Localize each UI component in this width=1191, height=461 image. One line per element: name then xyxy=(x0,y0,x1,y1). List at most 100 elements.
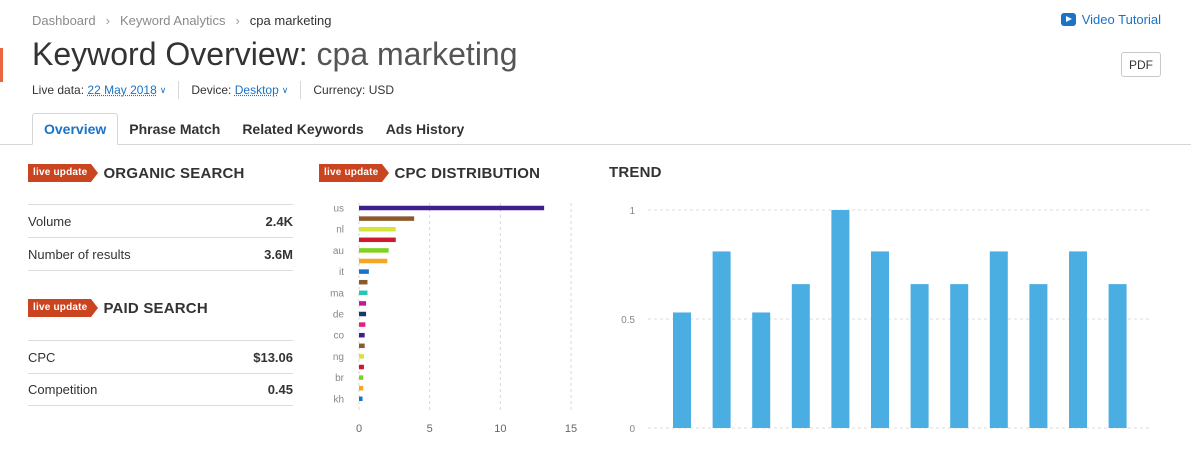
cpc-bar xyxy=(359,396,363,402)
metric-value: $13.06 xyxy=(253,349,293,365)
y-tick-label: 0 xyxy=(629,424,635,435)
cpc-bar xyxy=(359,322,366,327)
cpc-bar xyxy=(359,385,364,391)
country-label: ng xyxy=(333,352,344,363)
trend-bar xyxy=(791,284,810,428)
cpc-distribution-heading: live update CPC DISTRIBUTION xyxy=(319,164,540,182)
cpc-bar xyxy=(359,301,367,306)
tab-related-keywords[interactable]: Related Keywords xyxy=(242,121,364,137)
y-tick-label: 0.5 xyxy=(621,315,635,326)
breadcrumb-current: cpa marketing xyxy=(249,13,332,28)
divider xyxy=(28,204,293,205)
trend-bar xyxy=(1029,284,1048,428)
cpc-distribution-title: CPC DISTRIBUTION xyxy=(394,164,541,182)
breadcrumb-keyword-analytics[interactable]: Keyword Analytics xyxy=(119,13,226,28)
cpc-bar xyxy=(359,343,365,349)
metric-value: 3.6M xyxy=(264,246,293,262)
trend-bar xyxy=(752,312,771,428)
metric-value: 0.45 xyxy=(267,381,293,397)
page-title-keyword: cpa marketing xyxy=(316,36,518,72)
country-label: au xyxy=(333,246,344,257)
tab-phrase-match[interactable]: Phrase Match xyxy=(129,121,221,137)
trend-bar xyxy=(950,284,969,428)
live-data-label: Live data: xyxy=(32,83,85,97)
metric-label: Competition xyxy=(28,381,98,397)
trend-bar xyxy=(712,251,731,428)
trend-title: TREND xyxy=(609,164,662,181)
trend-bar xyxy=(831,210,850,428)
x-tick-label: 10 xyxy=(494,423,506,435)
divider xyxy=(178,81,180,99)
metric-row-results: Number of results 3.6M xyxy=(28,238,293,271)
cpc-bar xyxy=(359,248,389,253)
trend-bar xyxy=(673,312,691,428)
x-tick-label: 15 xyxy=(565,423,577,435)
x-tick-label: 5 xyxy=(427,423,433,435)
device-select[interactable]: Desktop xyxy=(234,83,279,97)
cpc-bar xyxy=(359,332,365,338)
metric-label: Volume xyxy=(28,213,72,229)
metric-row-competition: Competition 0.45 xyxy=(28,373,293,406)
paid-search-heading: live update PAID SEARCH xyxy=(28,299,208,317)
meta-row: Live data: 22 May 2018 ∨ Device: Desktop… xyxy=(32,81,394,99)
paid-search-title: PAID SEARCH xyxy=(103,299,208,317)
trend-bar xyxy=(1108,284,1127,428)
cpc-bar xyxy=(359,258,388,264)
country-label: kh xyxy=(333,394,344,405)
trend-bar xyxy=(910,284,929,428)
country-label: co xyxy=(333,331,344,342)
trend-bar xyxy=(1069,251,1087,428)
metric-label: CPC xyxy=(28,349,56,365)
pdf-button[interactable]: PDF xyxy=(1121,52,1161,77)
metric-label: Number of results xyxy=(28,246,131,262)
country-label: de xyxy=(333,310,345,321)
device-label: Device: xyxy=(191,83,232,97)
live-data-date-select[interactable]: 22 May 2018 xyxy=(87,83,157,97)
metric-row-volume: Volume 2.4K xyxy=(28,205,293,238)
trend-bar xyxy=(871,251,889,428)
tab-overview[interactable]: Overview xyxy=(32,113,119,145)
organic-search-title: ORGANIC SEARCH xyxy=(103,164,245,182)
tabs-divider xyxy=(0,144,1191,145)
cpc-bar xyxy=(359,375,364,380)
chevron-right-icon: › xyxy=(105,13,110,28)
country-label: ma xyxy=(330,288,344,299)
cpc-bar xyxy=(359,364,364,370)
trend-bar xyxy=(989,251,1008,428)
cpc-bar xyxy=(359,226,396,232)
cpc-bar xyxy=(359,311,367,317)
divider xyxy=(28,340,293,341)
country-label: us xyxy=(333,204,344,215)
trend-heading: TREND xyxy=(609,164,662,181)
currency-label: Currency: USD xyxy=(313,83,395,97)
y-tick-label: 1 xyxy=(629,206,635,217)
cpc-bar xyxy=(359,354,364,359)
cpc-distribution-chart: 0 5 10 15 us nl au it ma de co ng br kh xyxy=(330,203,577,435)
page-title-prefix: Keyword Overview: xyxy=(32,36,308,72)
country-label: it xyxy=(339,267,344,278)
organic-search-heading: live update ORGANIC SEARCH xyxy=(28,164,245,182)
live-update-badge: live update xyxy=(28,299,99,317)
country-label: br xyxy=(335,373,345,384)
live-update-badge: live update xyxy=(319,164,390,182)
cpc-bar xyxy=(359,269,369,274)
breadcrumb: Dashboard › Keyword Analytics › cpa mark… xyxy=(32,13,331,28)
breadcrumb-dashboard[interactable]: Dashboard xyxy=(32,13,96,28)
video-tutorial-label: Video Tutorial xyxy=(1081,12,1161,27)
cpc-bar xyxy=(359,237,396,243)
cpc-bar xyxy=(359,290,368,296)
metric-row-cpc: CPC $13.06 xyxy=(28,341,293,374)
page-title: Keyword Overview: cpa marketing xyxy=(32,36,518,73)
chevron-down-icon[interactable]: ∨ xyxy=(281,84,289,95)
video-tutorial-link[interactable]: Video Tutorial xyxy=(1060,12,1161,27)
chevron-right-icon: › xyxy=(235,13,240,28)
tab-bar: Overview Phrase Match Related Keywords A… xyxy=(32,113,475,145)
x-tick-label: 0 xyxy=(356,423,362,435)
cpc-bar xyxy=(359,216,415,221)
metric-value: 2.4K xyxy=(265,213,293,229)
play-icon xyxy=(1060,13,1076,26)
tab-ads-history[interactable]: Ads History xyxy=(385,121,465,137)
chevron-down-icon[interactable]: ∨ xyxy=(159,84,167,95)
left-accent-bar xyxy=(0,48,3,82)
live-update-badge: live update xyxy=(28,164,99,182)
